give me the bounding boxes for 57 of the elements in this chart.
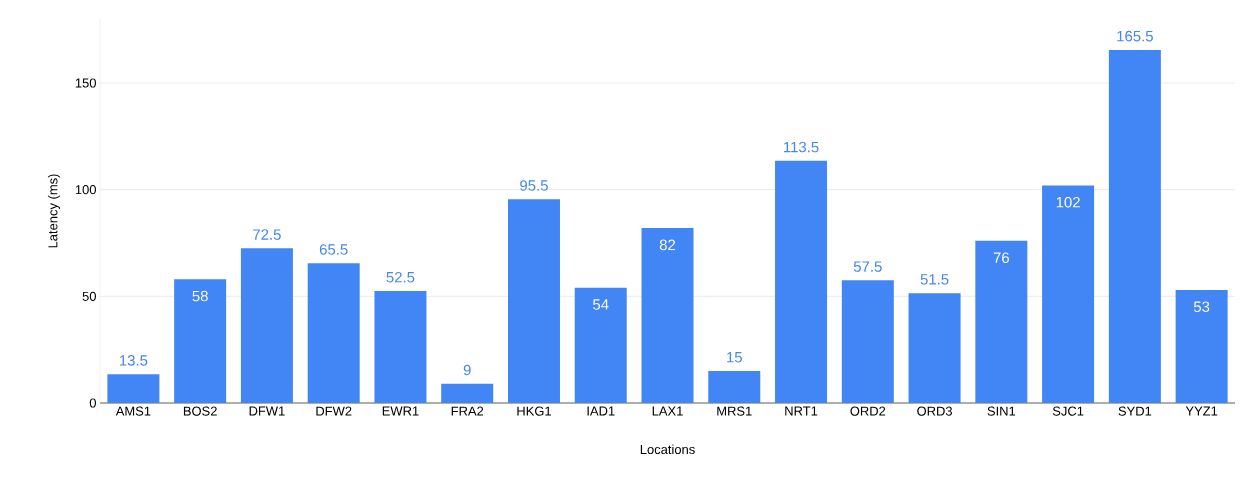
bar <box>708 371 761 403</box>
bar <box>574 287 627 403</box>
x-tick-label: FRA2 <box>451 406 484 416</box>
x-tick-label: ORD2 <box>850 406 886 416</box>
x-tick-label: LAX1 <box>652 406 683 416</box>
x-tick-label: NRT1 <box>785 406 818 416</box>
data-label: 15 <box>727 352 742 363</box>
data-label: 52.5 <box>386 271 415 283</box>
bar <box>441 383 494 403</box>
data-label: 102 <box>1056 196 1080 208</box>
x-tick-label: DFW2 <box>316 406 352 416</box>
x-tick-label: AMS1 <box>115 406 151 416</box>
x-tick-label: MRS1 <box>717 406 752 416</box>
x-tick-label: HKG1 <box>517 406 551 416</box>
bar <box>107 374 160 403</box>
bar <box>775 160 828 403</box>
x-tick-label: SJC1 <box>1052 406 1084 416</box>
y-tick-label: 50 <box>82 291 96 301</box>
y-tick-label: 150 <box>75 78 96 88</box>
data-label: 72.5 <box>253 229 281 240</box>
x-tick-label: EWR1 <box>382 406 419 416</box>
x-tick-label: ORD3 <box>917 406 952 416</box>
y-tick-label: 100 <box>75 185 96 195</box>
data-label: 165.5 <box>1117 30 1153 42</box>
x-tick-label: SIN1 <box>987 406 1016 416</box>
bar <box>975 240 1028 403</box>
y-axis-title: Latency (ms) <box>47 174 61 248</box>
y-tick-label: 0 <box>89 398 96 408</box>
bar <box>641 228 694 403</box>
x-axis-title: Locations <box>640 444 695 455</box>
data-label: 76 <box>993 252 1009 263</box>
data-label: 53 <box>1193 301 1210 313</box>
bar <box>1042 185 1095 403</box>
bar <box>1175 289 1228 403</box>
data-label: 13.5 <box>119 355 148 366</box>
bar <box>507 199 560 403</box>
data-label: 113.5 <box>784 141 819 153</box>
bar <box>240 248 293 403</box>
x-tick-label: YYZ1 <box>1185 406 1218 416</box>
bar <box>307 263 360 403</box>
data-label: 58 <box>192 290 208 302</box>
bar <box>374 291 427 403</box>
data-label: 57.5 <box>853 261 882 272</box>
data-label: 82 <box>659 239 676 251</box>
data-label: 65.5 <box>319 244 348 255</box>
bar <box>908 293 961 403</box>
data-label: 54 <box>593 299 609 310</box>
x-tick-label: SYD1 <box>1118 406 1152 416</box>
x-tick-label: IAD1 <box>587 406 615 416</box>
data-label: 95.5 <box>520 180 548 191</box>
bar <box>841 280 894 403</box>
bar <box>1108 49 1161 403</box>
x-tick-label: DFW1 <box>249 406 285 416</box>
x-tick-label: BOS2 <box>183 406 217 416</box>
data-label: 9 <box>463 364 471 376</box>
bar <box>174 279 227 403</box>
data-label: 51.5 <box>920 274 949 285</box>
